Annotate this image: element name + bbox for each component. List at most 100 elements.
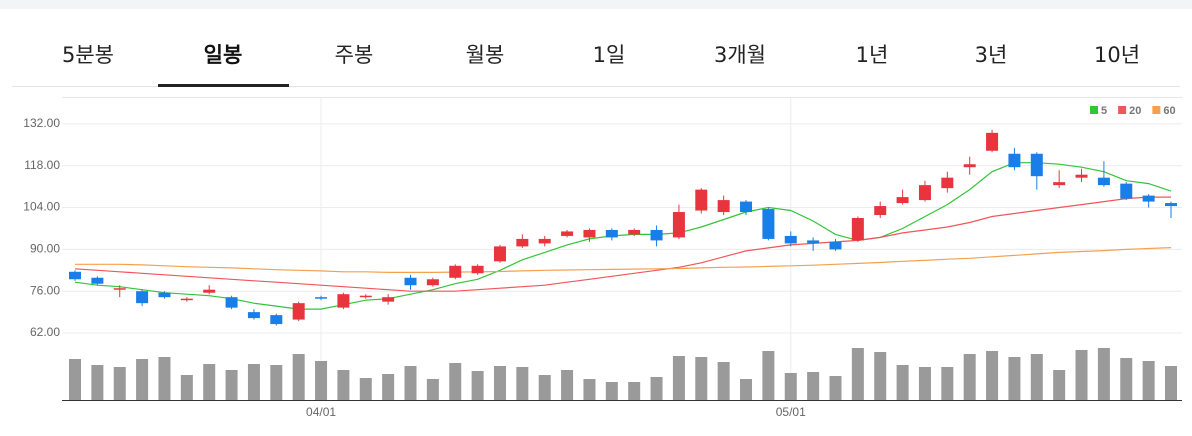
legend-swatch — [1118, 106, 1127, 114]
candle-body — [1097, 177, 1110, 186]
candle-body — [538, 238, 551, 244]
candle-body — [896, 197, 909, 204]
candle-body — [113, 288, 126, 290]
volume-bar — [1053, 370, 1066, 400]
volume-bar — [158, 357, 171, 400]
tab[interactable]: 일봉 — [204, 43, 243, 67]
volume-bar — [516, 367, 529, 400]
volume-bar — [91, 365, 104, 400]
candle-body — [650, 229, 663, 241]
y-tick-label: 118.00 — [24, 158, 60, 172]
candle-body — [605, 229, 618, 238]
volume-bar — [1142, 361, 1155, 400]
candle-body — [449, 265, 462, 278]
volume-bar — [471, 371, 484, 400]
candle-body — [315, 297, 328, 299]
candle-body — [986, 132, 999, 151]
candle-body — [1008, 153, 1021, 168]
tab[interactable]: 3년 — [975, 43, 1008, 67]
volume-bar — [650, 377, 663, 400]
volume-bar — [986, 351, 999, 400]
candle-body — [180, 298, 193, 301]
y-tick-label: 132.00 — [23, 116, 60, 130]
volume-bar — [851, 348, 864, 400]
volume-bar — [672, 356, 685, 400]
volume-bar — [941, 367, 954, 400]
volume-bar — [583, 379, 596, 400]
candle-body — [1053, 182, 1066, 186]
tab[interactable]: 10년 — [1094, 43, 1140, 67]
volume-bar — [784, 373, 797, 400]
tab[interactable]: 월봉 — [466, 43, 505, 67]
tab[interactable]: 주봉 — [335, 43, 374, 67]
candle-body — [337, 294, 350, 308]
candle-body — [69, 271, 81, 280]
y-tick-label: 90.00 — [30, 242, 60, 256]
volume-bar — [225, 370, 238, 400]
volume-bar — [561, 370, 574, 400]
candle-body — [1030, 153, 1043, 177]
volume-bar — [1120, 358, 1133, 400]
moving-average-line — [74, 162, 1172, 310]
candle-body — [382, 297, 395, 302]
tab[interactable]: 1년 — [856, 43, 889, 67]
moving-average-line — [75, 247, 1172, 273]
volume-bar — [605, 382, 618, 400]
volume-bar — [628, 382, 641, 400]
candle-body — [292, 303, 305, 320]
volume-bar — [695, 357, 708, 400]
moving-average-line — [74, 196, 1171, 292]
y-tick-label: 104.00 — [23, 200, 60, 214]
y-tick-label: 62.00 — [30, 325, 60, 339]
candle-body — [784, 235, 797, 244]
volume-bar — [1008, 357, 1021, 400]
volume-bar — [896, 365, 909, 400]
candle-body — [471, 265, 484, 274]
candle-body — [740, 201, 753, 213]
candle-body — [672, 212, 685, 238]
volume-bar — [918, 367, 931, 400]
candle-body — [762, 209, 775, 239]
candle-body — [404, 277, 417, 286]
top-band — [0, 0, 1192, 9]
candle-body — [270, 315, 283, 325]
volume-bar — [1030, 354, 1043, 400]
volume-bar — [136, 359, 149, 400]
candle-body — [807, 240, 820, 244]
volume-bar — [315, 361, 328, 400]
legend-label: 20 — [1129, 105, 1141, 117]
candle-body — [225, 297, 238, 308]
active-tab-underline — [158, 84, 289, 87]
candle-body — [1142, 195, 1155, 202]
volume-bar — [382, 374, 395, 400]
volume-bar — [69, 359, 81, 400]
volume-bar — [337, 370, 350, 400]
candle-body — [695, 189, 708, 211]
volume-bar — [740, 379, 753, 400]
candle-body — [941, 177, 954, 189]
tab[interactable]: 1일 — [593, 43, 626, 67]
candle-body — [1075, 174, 1088, 178]
volume-bar — [1165, 366, 1177, 400]
tab[interactable]: 3개월 — [714, 43, 766, 67]
candle-body — [561, 231, 574, 236]
candle-body — [516, 238, 529, 247]
candle-body — [963, 164, 976, 168]
candle-body — [1120, 183, 1133, 199]
candle-body — [918, 185, 931, 201]
candle-body — [426, 279, 439, 286]
y-tick-label: 76.00 — [30, 283, 60, 297]
volume-bar — [717, 362, 730, 400]
x-tick-label: 05/01 — [776, 405, 806, 419]
candle-body — [203, 289, 216, 293]
tab[interactable]: 5분봉 — [62, 43, 114, 67]
volume-bar — [762, 351, 775, 400]
candle-body — [829, 241, 842, 250]
legend-swatch — [1090, 106, 1098, 114]
volume-bar — [113, 367, 126, 400]
candle-body — [136, 291, 149, 304]
volume-bar — [807, 372, 820, 400]
candle-body — [851, 218, 864, 241]
volume-bar — [180, 375, 193, 400]
candle-body — [493, 246, 506, 262]
